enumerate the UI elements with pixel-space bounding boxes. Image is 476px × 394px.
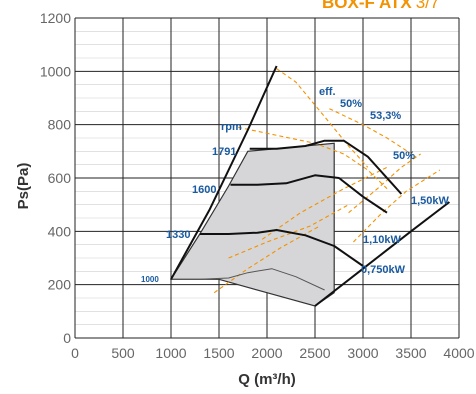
efficiency-53-label: 53,3% [370,110,401,122]
rpm-label-1330: 1330 [166,229,190,241]
x-tick-label: 2500 [299,345,330,361]
operating-region [169,142,335,307]
power-label-0-750kw: 0,750kW [361,264,406,276]
x-tick-label: 4000 [443,345,474,361]
y-tick-label: 1200 [40,10,71,26]
rpm-label-1600: 1600 [192,184,216,196]
power-line-1-50kw [353,169,441,243]
efficiency-curves [238,68,421,214]
power-label-1-50kw: 1,50kW [411,195,450,207]
y-axis-ticks: 0 200 400 600 800 1000 1200 [40,10,71,346]
x-tick-label: 1500 [203,345,234,361]
x-tick-label: 3000 [347,345,378,361]
power-label-1-10kw: 1,10kW [363,234,402,246]
page-number: 3/7 [416,0,440,12]
x-tick-label: 2000 [251,345,282,361]
rpm-curve-1330 [199,229,364,267]
power-line-0-750kw [228,204,349,259]
max-power-line [314,201,451,307]
power-line-1-10kw [261,166,388,240]
efficiency-curve-53-3 [329,108,417,158]
rpm-curve-1791 [249,139,403,195]
rpm-unit-label: rpm [221,121,242,133]
y-tick-label: 1000 [40,63,71,79]
x-axis-ticks: 0 500 1000 1500 2000 2500 3000 3500 4000 [71,345,475,361]
y-tick-label: 600 [48,170,72,186]
efficiency-50-label-right: 50% [393,150,415,162]
rpm-label-1000: 1000 [141,275,159,284]
x-tick-label: 1000 [155,345,186,361]
efficiency-50-label-top: 50% [340,98,362,110]
system-curve [170,65,451,307]
x-tick-label: 500 [111,345,135,361]
efficiency-curve-eff [276,68,369,168]
x-tick-label: 3500 [395,345,426,361]
efficiency-curve-50 [348,153,421,214]
y-axis-title: Ps(Pa) [15,163,32,210]
rpm-curve-1000 [171,268,325,291]
y-tick-label: 200 [48,277,72,293]
rpm-label-1791: 1791 [212,146,236,158]
efficiency-curve-50 [238,126,388,190]
chart-model-title: BOX-F ATX 3/7 [322,0,439,12]
model-name: BOX-F ATX [322,0,412,12]
power-lines [213,166,441,294]
rpm-curve-1600 [230,174,388,214]
curve-labels: rpm 1791 1600 1330 1000 eff. 50% 53,3% 5… [141,86,450,284]
efficiency-label: eff. [319,86,336,98]
operating-region-area [169,142,335,307]
y-tick-label: 800 [48,117,72,133]
x-tick-label: 0 [71,345,79,361]
x-axis-title: Q (m³/h) [238,371,296,388]
y-tick-label: 0 [63,330,71,346]
rpm-curves [171,139,403,291]
system-curve-line [170,65,278,280]
y-tick-label: 400 [48,223,72,239]
